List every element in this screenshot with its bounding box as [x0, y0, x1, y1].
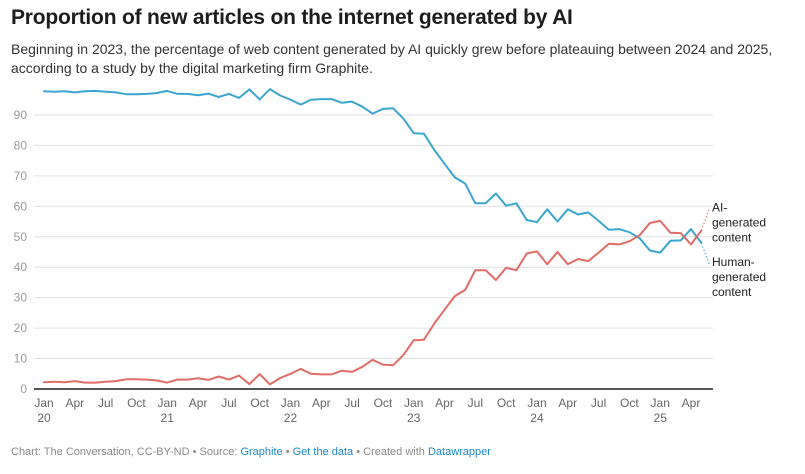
- leader-line: [700, 209, 710, 231]
- series-label: content: [712, 230, 752, 244]
- x-tick-label: Apr: [189, 396, 208, 410]
- x-tick-label: Jan: [404, 396, 423, 410]
- separator: •: [353, 446, 364, 458]
- source-label: Source:: [199, 446, 241, 458]
- x-tick-label: Apr: [682, 396, 701, 410]
- y-tick-label: 70: [14, 169, 28, 183]
- series-label: AI-: [712, 200, 727, 214]
- x-tick-label: Jul: [591, 396, 606, 410]
- x-tick-label: Jan: [158, 396, 177, 410]
- source-link[interactable]: Graphite: [240, 446, 283, 458]
- x-tick-label: Oct: [374, 396, 393, 410]
- x-tick-year-label: 24: [530, 411, 544, 425]
- x-tick-label: Apr: [312, 396, 331, 410]
- x-tick-year-label: 23: [407, 411, 421, 425]
- chart-footer: Chart: The Conversation, CC-BY-ND • Sour…: [11, 446, 491, 458]
- x-tick-label: Jul: [98, 396, 113, 410]
- y-tick-label: 40: [14, 260, 28, 274]
- leader-line: [700, 242, 710, 265]
- get-data-link[interactable]: Get the data: [292, 446, 354, 458]
- series-label: content: [712, 285, 752, 299]
- chart-title: Proportion of new articles on the intern…: [11, 6, 573, 29]
- human-line: [43, 88, 703, 254]
- series-label: generated: [712, 215, 766, 229]
- y-tick-label: 60: [14, 199, 28, 213]
- x-tick-year-label: 20: [37, 411, 51, 425]
- separator: •: [282, 446, 293, 458]
- gridlines: [34, 114, 713, 390]
- x-tick-label: Jul: [344, 396, 359, 410]
- x-tick-label: Jan: [651, 396, 670, 410]
- chart-credit: Chart: The Conversation, CC-BY-ND: [11, 446, 190, 458]
- x-tick-label: Apr: [65, 396, 84, 410]
- ai-line: [43, 219, 703, 386]
- x-tick-year-label: 25: [654, 411, 668, 425]
- separator: •: [189, 446, 200, 458]
- series-label: Human-: [712, 255, 755, 269]
- x-tick-label: Jan: [527, 396, 546, 410]
- series-labels: Human-generatedcontentAI-generatedconten…: [712, 200, 766, 299]
- x-tick-label: Jan: [281, 396, 300, 410]
- x-tick-label: Apr: [435, 396, 454, 410]
- x-tick-year-label: 22: [284, 411, 298, 425]
- y-tick-label: 50: [14, 230, 28, 244]
- x-tick-label: Jul: [468, 396, 483, 410]
- y-tick-label: 0: [20, 382, 27, 396]
- x-tick-label: Apr: [558, 396, 577, 410]
- series-label: generated: [712, 270, 766, 284]
- series-lines: [43, 88, 710, 386]
- x-tick-label: Oct: [497, 396, 516, 410]
- created-label: Created with: [363, 446, 428, 458]
- y-tick-label: 20: [14, 321, 28, 335]
- x-tick-label: Oct: [127, 396, 146, 410]
- x-tick-label: Jul: [221, 396, 236, 410]
- y-tick-label: 30: [14, 291, 28, 305]
- datawrapper-link[interactable]: Datawrapper: [427, 446, 491, 458]
- chart-subtitle: Beginning in 2023, the percentage of web…: [11, 41, 773, 76]
- y-tick-label: 90: [14, 108, 28, 122]
- y-axis-ticks: 0 10 20 30 40 50 60 70 80 90: [14, 108, 28, 396]
- x-tick-label: Oct: [620, 396, 639, 410]
- y-tick-label: 10: [14, 352, 28, 366]
- x-tick-year-label: 21: [161, 411, 175, 425]
- y-tick-label: 80: [14, 138, 28, 152]
- x-tick-label: Jan: [34, 396, 53, 410]
- x-tick-label: Oct: [250, 396, 269, 410]
